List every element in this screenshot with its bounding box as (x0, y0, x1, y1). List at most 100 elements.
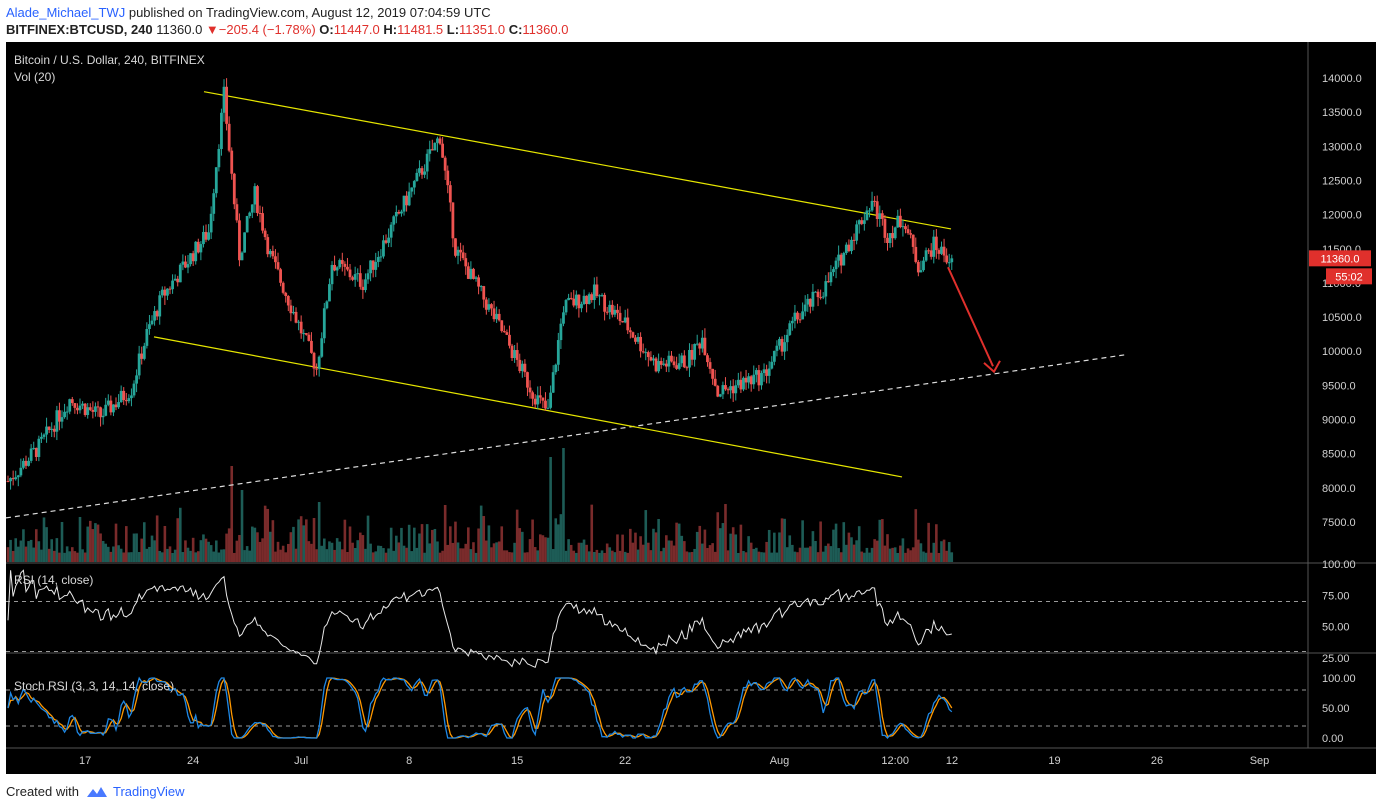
volume-bar (178, 507, 182, 562)
candle-body (801, 311, 805, 320)
volume-bar (109, 551, 113, 562)
main-pane-title: Bitcoin / U.S. Dollar, 240, BITFINEX (14, 53, 205, 67)
volume-bar (860, 551, 864, 562)
volume-bar (819, 521, 822, 562)
candle-body (783, 342, 787, 352)
candle-body (466, 266, 470, 279)
close-label: C: (508, 22, 523, 37)
candle-body (364, 279, 367, 291)
volume-bar (276, 541, 280, 562)
volume-bar (99, 533, 102, 562)
candle-body (909, 233, 913, 235)
countdown-badge (1326, 268, 1372, 285)
candle-body (256, 186, 259, 213)
volume-bar (567, 539, 570, 562)
candle-body (875, 201, 879, 219)
volume-bar (209, 545, 213, 562)
candle-body (603, 294, 607, 312)
candle-body (947, 262, 951, 264)
volume-bar (317, 502, 321, 562)
candle-body (901, 226, 905, 228)
volume-bar (695, 531, 699, 562)
close-value: 11360.0 (522, 22, 569, 37)
volume-bar (845, 544, 848, 562)
volume-bar (168, 546, 172, 562)
author-link[interactable]: Alade_Michael_TWJ (6, 5, 126, 20)
volume-bar (248, 550, 252, 562)
volume-bar (384, 552, 388, 562)
candle-body (227, 123, 231, 151)
volume-bar (256, 532, 259, 562)
price-axis-label: 8500.0 (1322, 449, 1356, 461)
candle-body (145, 329, 149, 346)
volume-bar (431, 529, 434, 562)
volume-bar (497, 541, 501, 562)
candle-body (276, 262, 280, 270)
channel-lower-line (153, 336, 903, 478)
volume-bar (341, 549, 344, 562)
candle-body (258, 212, 262, 214)
volume-bar (906, 548, 910, 562)
candle-body (700, 337, 704, 349)
candle-body (207, 232, 210, 240)
price-axis-label: 8000.0 (1322, 483, 1356, 495)
candle-body (564, 300, 568, 313)
candle-body (189, 253, 192, 265)
candle-body (893, 227, 897, 239)
tradingview-brand[interactable]: TradingView (113, 784, 185, 799)
candle-body (598, 295, 601, 297)
chart-canvas[interactable]: 14000.013500.013000.012500.012000.011500… (6, 42, 1376, 774)
volume-bar (330, 542, 334, 562)
volume-bar (364, 548, 367, 562)
volume-bar (585, 544, 588, 562)
candle-body (32, 447, 36, 449)
volume-bar (122, 552, 126, 562)
volume-bar (310, 543, 313, 562)
forecast-arrow-head (983, 360, 1001, 374)
volume-bar (785, 547, 789, 562)
rsi-axis-label: 25.00 (1322, 653, 1350, 665)
volume-bar (333, 549, 336, 562)
candle-body (844, 244, 848, 253)
volume-bar (492, 543, 496, 562)
candle-body (325, 301, 329, 309)
candle-body (513, 350, 517, 359)
candle-body (423, 171, 426, 175)
volume-bar (870, 547, 874, 562)
candle-body (526, 372, 529, 388)
candle-body (639, 336, 643, 352)
volume-bar (449, 526, 452, 562)
candle-body (865, 210, 869, 221)
candle-body (623, 317, 627, 323)
price-axis-label: 13500.0 (1322, 107, 1362, 119)
volume-bar (929, 552, 933, 562)
time-axis-label: 22 (619, 755, 631, 767)
volume-bar (338, 541, 342, 562)
volume-bar (911, 547, 915, 562)
candle-body (788, 323, 792, 335)
candle-body (682, 355, 686, 368)
candle-body (590, 294, 594, 301)
candle-body (469, 268, 473, 279)
last-price-value: 11360.0 (156, 22, 203, 37)
candle-body (544, 400, 547, 409)
volume-bar (127, 552, 131, 562)
volume-bar (922, 551, 925, 562)
stoch-rsi-label: Stoch RSI (3, 3, 14, 14, close) (14, 679, 175, 693)
volume-bar (778, 532, 781, 562)
volume-bar (150, 535, 154, 562)
candle-body (770, 361, 774, 369)
volume-bar (626, 552, 630, 562)
candle-body (729, 386, 733, 391)
volume-bar (713, 551, 717, 562)
chart-area[interactable]: 14000.0 13500.0 13000.0 12500.0 12000.0 11500… (6, 42, 1376, 774)
volume-bar (515, 509, 519, 562)
candle-body (672, 361, 676, 366)
candle-body (711, 368, 715, 379)
volume-bar (413, 527, 416, 562)
volume-bar (58, 552, 61, 562)
volume-bar (767, 529, 771, 562)
candle-body (320, 338, 324, 357)
volume-bar (474, 552, 478, 562)
volume-bar (605, 543, 609, 562)
